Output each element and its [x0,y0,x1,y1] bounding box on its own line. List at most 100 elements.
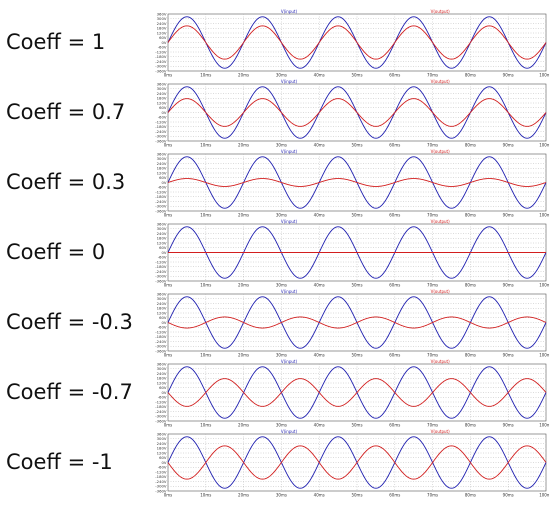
x-tick-label: 60ms [389,73,400,78]
x-tick-label: 60ms [389,493,400,498]
x-tick-label: 100ms [539,353,549,358]
x-tick-label: 50ms [351,423,362,428]
x-tick-label: 0ms [164,73,173,78]
y-tick-label: -240V [155,199,167,204]
x-tick-label: 60ms [389,423,400,428]
x-tick-label: 10ms [200,493,211,498]
x-tick-label: 20ms [238,423,249,428]
y-tick-label: -360V [155,68,167,73]
series-line [167,98,547,127]
y-tick-label: 300V [157,296,167,301]
coeff-row: Coeff = -0.7 0ms 10ms 20ms 30ms 40ms 50ms 60ms… [0,358,553,428]
y-tick-label: -300V [155,134,167,139]
x-tick-label: 40ms [314,493,325,498]
x-tick-label: 0ms [164,213,173,218]
x-tick-label: 80ms [465,213,476,218]
x-tick-label: 80ms [465,493,476,498]
series-line [167,316,547,329]
x-tick-label: 20ms [238,283,249,288]
y-tick-label: 0V [161,180,166,185]
legend-entry: V(output) [431,219,450,224]
y-tick-label: 180V [157,306,167,311]
y-tick-label: -60V [158,395,167,400]
x-tick-label: 30ms [276,423,287,428]
y-tick-label: 300V [157,156,167,161]
y-tick-label: -300V [155,274,167,279]
y-tick-label: -180V [155,54,167,59]
legend-entry: V(input) [281,429,298,434]
series-line [167,178,547,187]
y-tick-label: 0V [161,110,166,115]
y-tick-label: 120V [157,380,167,385]
x-tick-label: 100ms [539,73,549,78]
x-tick-label: 10ms [200,73,211,78]
y-tick-label: 60V [159,385,167,390]
y-tick-label: -120V [155,329,167,334]
legend-entry: V(input) [281,79,298,84]
x-tick-label: 30ms [276,213,287,218]
x-tick-label: 60ms [389,213,400,218]
x-tick-label: 40ms [314,423,325,428]
y-tick-label: -180V [155,194,167,199]
y-tick-label: -240V [155,269,167,274]
waveform-plot: 0ms 10ms 20ms 30ms 40ms 50ms 60ms 70ms 80ms 90ms 1… [155,359,549,428]
coeff-label: Coeff = 0.3 [6,170,126,194]
y-tick-label: 60V [159,105,167,110]
legend-entry: V(input) [281,359,298,364]
x-tick-label: 90ms [503,143,514,148]
x-tick-label: 10ms [200,283,211,288]
y-tick-label: -120V [155,49,167,54]
x-tick-label: 90ms [503,283,514,288]
x-tick-label: 70ms [427,143,438,148]
x-tick-label: 20ms [238,353,249,358]
y-tick-label: 60V [159,175,167,180]
y-tick-label: 300V [157,436,167,441]
waveform-plot: 0ms 10ms 20ms 30ms 40ms 50ms 60ms 70ms 80ms 90ms 1… [155,219,549,288]
x-tick-label: 90ms [503,213,514,218]
x-tick-label: 50ms [351,213,362,218]
y-tick-label: -240V [155,59,167,64]
x-tick-label: 80ms [465,73,476,78]
y-tick-label: -360V [155,278,167,283]
x-tick-label: 80ms [465,423,476,428]
y-tick-label: 360V [157,11,167,16]
waveform-plot: 0ms 10ms 20ms 30ms 40ms 50ms 60ms 70ms 80ms 90ms 1… [155,79,549,148]
y-tick-label: -360V [155,488,167,493]
y-tick-label: -120V [155,119,167,124]
y-tick-label: -120V [155,469,167,474]
waveform-plot: 0ms 10ms 20ms 30ms 40ms 50ms 60ms 70ms 80ms 90ms 1… [155,289,549,358]
coeff-row: Coeff = 0 0ms 10ms 20ms 30ms 40ms 50ms 60ms 70m… [0,218,553,288]
x-tick-label: 100ms [539,213,549,218]
y-tick-label: 240V [157,371,167,376]
y-tick-label: 240V [157,441,167,446]
y-tick-label: -180V [155,264,167,269]
y-tick-label: 240V [157,21,167,26]
x-tick-label: 40ms [314,283,325,288]
y-tick-label: 240V [157,161,167,166]
x-tick-label: 0ms [164,493,173,498]
y-tick-label: 300V [157,226,167,231]
y-tick-label: 300V [157,86,167,91]
x-tick-label: 80ms [465,283,476,288]
y-tick-label: -240V [155,479,167,484]
y-tick-label: 360V [157,431,167,436]
x-tick-label: 30ms [276,143,287,148]
x-tick-label: 0ms [164,353,173,358]
y-tick-label: -120V [155,399,167,404]
series-line [167,445,547,480]
y-tick-label: -180V [155,124,167,129]
x-tick-label: 80ms [465,143,476,148]
y-tick-label: -60V [158,465,167,470]
y-tick-label: -300V [155,64,167,69]
y-tick-label: 120V [157,100,167,105]
x-tick-label: 100ms [539,493,549,498]
y-tick-label: 360V [157,81,167,86]
x-tick-label: 10ms [200,143,211,148]
y-tick-label: 300V [157,16,167,21]
y-tick-label: 360V [157,221,167,226]
coeff-row: Coeff = 0.3 0ms 10ms 20ms 30ms 40ms 50ms 60ms 7… [0,148,553,218]
coeff-row: Coeff = -1 0ms 10ms 20ms 30ms 40ms 50ms 60ms 70… [0,428,553,498]
y-tick-label: 360V [157,291,167,296]
y-tick-label: 120V [157,30,167,35]
y-tick-label: -60V [158,325,167,330]
